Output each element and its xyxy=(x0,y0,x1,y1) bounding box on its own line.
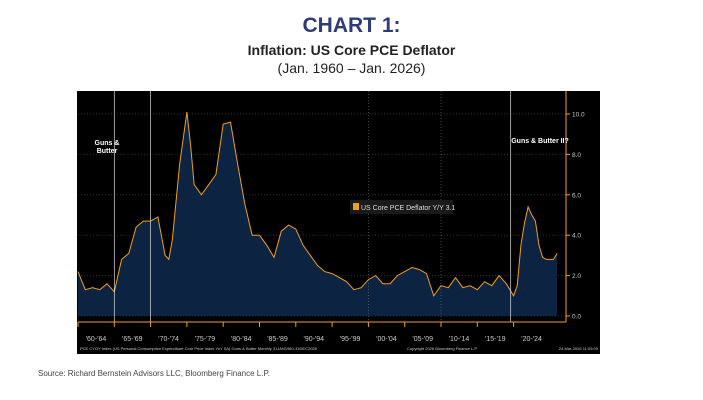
x-tick-label: '90-'94 xyxy=(304,336,325,343)
footer-description: PCE CYOY Index (US Personal Consumption … xyxy=(80,346,318,351)
x-tick-label: '15-'19 xyxy=(485,336,506,343)
y-tick-label: 6.0 xyxy=(572,192,581,199)
footer-copyright: Copyright 2026 Bloomberg Finance L.P. xyxy=(407,346,478,351)
chart-title: Inflation: US Core PCE Deflator xyxy=(247,42,456,58)
legend: US Core PCE Deflator Y/Y 3.1 xyxy=(350,200,455,214)
x-tick-label: '60-'64 xyxy=(86,336,107,343)
x-tick-label: '65-'69 xyxy=(122,336,143,343)
x-tick-label: '00-'04 xyxy=(376,336,397,343)
annotation-guns-butter: Guns & Butter xyxy=(94,140,120,155)
x-tick-label: '20-'24 xyxy=(521,336,542,343)
area-fill xyxy=(78,112,558,316)
series-line xyxy=(77,111,558,297)
x-tick-label: '70-'74 xyxy=(158,336,179,343)
legend-swatch xyxy=(353,203,359,210)
x-tick-label: '75-'79 xyxy=(195,336,216,343)
y-tick-label: 0.0 xyxy=(572,314,581,321)
y-tick-label: 10.0 xyxy=(572,112,585,119)
chart-number: CHART 1: xyxy=(302,14,401,37)
legend-label: US Core PCE Deflator Y/Y 3.1 xyxy=(361,205,455,212)
footer-timestamp: 24-Mar-2026 11:05:09 xyxy=(559,346,599,351)
x-tick-label: '95-'99 xyxy=(340,336,361,343)
source-note: Source: Richard Bernstein Advisors LLC, … xyxy=(38,369,270,378)
x-tick-label: '85-'89 xyxy=(267,336,288,343)
x-tick-label: '05-'09 xyxy=(412,336,433,343)
annotation-guns-butter-2: Guns & Butter II? xyxy=(511,138,569,145)
x-tick-label: '10-'14 xyxy=(449,336,470,343)
x-tick-label: '80-'84 xyxy=(231,336,252,343)
y-tick-label: 8.0 xyxy=(572,152,581,159)
y-tick-label: 2.0 xyxy=(572,273,581,280)
y-tick-label: 4.0 xyxy=(572,233,581,240)
chart-date-range: (Jan. 1960 – Jan. 2026) xyxy=(277,60,426,76)
